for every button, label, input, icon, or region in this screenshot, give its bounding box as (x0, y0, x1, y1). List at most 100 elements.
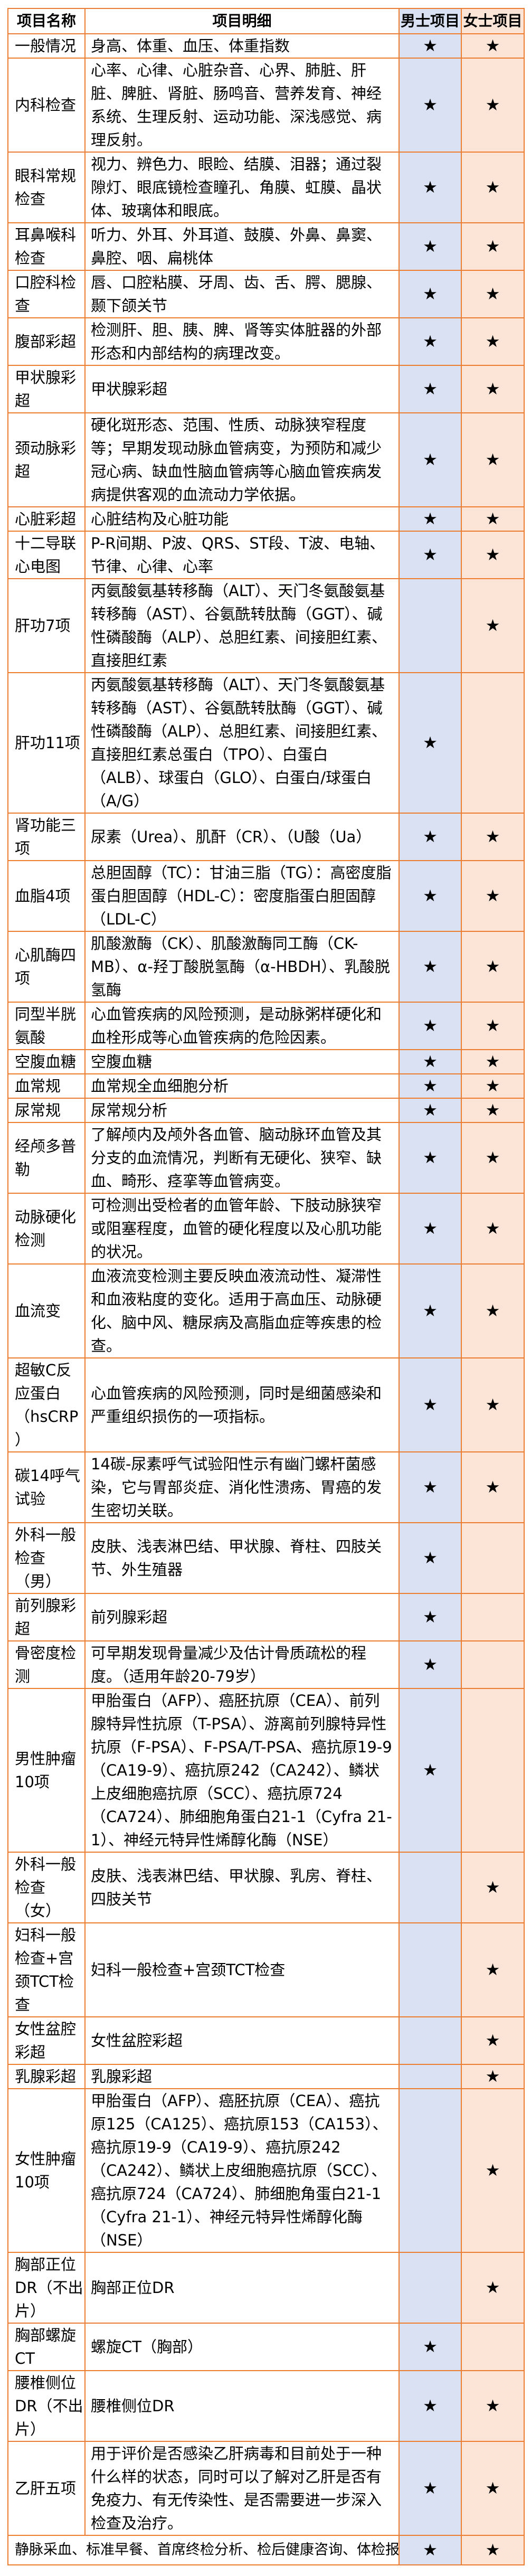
item-name-cell: 一般情况 (7, 33, 86, 59)
female-star-cell: ★ (461, 1002, 525, 1050)
item-detail-cell: 了解颅内及颅外各血管、脑动脉环血管及其分支的血流情况，判断有无硬化、狭窄、缺血、… (84, 1122, 400, 1194)
female-star-cell: ★ (461, 152, 525, 223)
male-star-cell: ★ (399, 1451, 462, 1523)
item-detail-cell: 静脉采血、标准早餐、首席终检分析、检后健康咨询、体检报告 (7, 2535, 400, 2565)
male-star-cell: ★ (399, 1073, 462, 1099)
table-row: 空腹血糖 空腹血糖 ★ ★ (7, 1049, 525, 1074)
table-row: 一般情况 身高、体重、血压、体重指数 ★ ★ (7, 33, 525, 59)
female-star-cell: ★ (461, 33, 525, 59)
male-star-cell (399, 578, 462, 673)
male-star-cell: ★ (399, 152, 462, 223)
male-star-cell (399, 2088, 462, 2253)
item-detail-cell: 身高、体重、血压、体重指数 (84, 33, 400, 59)
male-star-cell: ★ (399, 1098, 462, 1123)
female-star-cell: ★ (461, 531, 525, 579)
female-star-cell: ★ (461, 2370, 525, 2442)
table-row: 男性肿瘤10项 甲胎蛋白（AFP）、癌胚抗原（CEA）、前列腺特异性抗原（T-PS… (7, 1688, 525, 1853)
table-row: 肝功7项 丙氨酸氨基转移酶（ALT）、天门冬氨酸氨基转移酶（AST）、谷氨酰转肽酶… (7, 578, 525, 673)
header-item-name: 项目名称 (7, 8, 86, 34)
female-star-cell: ★ (461, 931, 525, 1003)
item-name-cell: 同型半胱氨酸 (7, 1002, 86, 1050)
header-row: 项目名称 项目明细 男士项目 女士项目 (7, 8, 525, 34)
item-detail-cell: 甲状腺彩超 (84, 365, 400, 413)
header-item-detail: 项目明细 (84, 8, 400, 34)
item-name-cell: 口腔科检查 (7, 270, 86, 318)
item-detail-cell: 尿常规分析 (84, 1098, 400, 1123)
male-star-cell: ★ (399, 2370, 462, 2442)
table-row: 眼科常规检查 视力、辨色力、眼睑、结膜、泪器；通过裂隙灯、眼底镜检查瞳孔、角膜、虹… (7, 152, 525, 223)
item-detail-cell: 空腹血糖 (84, 1049, 400, 1074)
female-star-cell: ★ (461, 1263, 525, 1358)
item-detail-cell: 皮肤、浅表淋巴结、甲状腺、乳房、脊柱、四肢关节 (84, 1852, 400, 1923)
item-name-cell: 血常规 (7, 1073, 86, 1099)
item-detail-cell: 总胆固醇（TC）：甘油三脂（TG）：高密度脂蛋白胆固醇（HDL-C）：密度脂蛋白… (84, 860, 400, 932)
item-name-cell: 妇科一般检查+宫颈TCT检查 (7, 1922, 86, 2017)
female-star-cell (461, 2323, 525, 2371)
item-detail-cell: P-R间期、P波、QRS、ST段、T波、电轴、节律、心律、心率 (84, 531, 400, 579)
female-star-cell: ★ (461, 2088, 525, 2253)
female-star-cell (461, 1688, 525, 1853)
female-star-cell: ★ (461, 2441, 525, 2536)
male-star-cell: ★ (399, 1263, 462, 1358)
female-star-cell: ★ (461, 365, 525, 413)
female-star-cell: ★ (461, 317, 525, 366)
table-row: 碳14呼气试验 14碳-尿素呼气试验阳性示有幽门螺杆菌感染，它与胃部炎症、消化性溃… (7, 1451, 525, 1523)
item-detail-cell: 皮肤、浅表淋巴结、甲状腺、脊柱、四肢关节、外生殖器 (84, 1522, 400, 1594)
table-row: 血流变 血液流变检测主要反映血液流动性、凝滞性和血液粘度的变化。适用于高血压、动脉… (7, 1263, 525, 1358)
table-row: 耳鼻喉科检查 听力、外耳、外耳道、鼓膜、外鼻、鼻窦、鼻腔、咽、扁桃体 ★ ★ (7, 222, 525, 271)
table-row: 外科一般检查（女） 皮肤、浅表淋巴结、甲状腺、乳房、脊柱、四肢关节 ★ (7, 1852, 525, 1923)
female-star-cell: ★ (461, 1122, 525, 1194)
female-star-cell: ★ (461, 2252, 525, 2324)
table-row: 肾功能三项 尿素（Urea）、肌酐（CR）、（U酸（Ua） ★ ★ (7, 813, 525, 861)
item-detail-cell: 14碳-尿素呼气试验阳性示有幽门螺杆菌感染，它与胃部炎症、消化性溃疡、胃癌的发生… (84, 1451, 400, 1523)
female-star-cell: ★ (461, 222, 525, 271)
male-star-cell: ★ (399, 270, 462, 318)
header-male: 男士项目 (399, 8, 462, 34)
item-name-cell: 胸部螺旋CT (7, 2323, 86, 2371)
male-star-cell: ★ (399, 1049, 462, 1074)
table-row: 腹部彩超 检测肝、胆、胰、脾、肾等实体脏器的外部形态和内部结构的病理改变。 ★ ★ (7, 317, 525, 366)
table-row: 肝功11项 丙氨酸氨基转移酶（ALT）、天门冬氨酸氨基转移酶（AST）、谷氨酰转肽… (7, 672, 525, 814)
male-star-cell: ★ (399, 1193, 462, 1265)
table-row: 颈动脉彩超 硬化斑形态、范围、性质、动脉狭窄程度等；早期发现动脉血管病变，为预防和… (7, 412, 525, 507)
item-detail-cell: 心血管疾病的风险预测，同时是细菌感染和严重组织损伤的一项指标。 (84, 1357, 400, 1452)
item-name-cell: 心肌酶四项 (7, 931, 86, 1003)
table-header: 项目名称 项目明细 男士项目 女士项目 (7, 8, 525, 34)
female-star-cell: ★ (461, 1852, 525, 1923)
item-detail-cell: 检测肝、胆、胰、脾、肾等实体脏器的外部形态和内部结构的病理改变。 (84, 317, 400, 366)
male-star-cell (399, 2016, 462, 2065)
table-row: 外科一般检查（男） 皮肤、浅表淋巴结、甲状腺、脊柱、四肢关节、外生殖器 ★ (7, 1522, 525, 1594)
female-star-cell (461, 672, 525, 814)
male-star-cell: ★ (399, 1357, 462, 1452)
female-star-cell (461, 1640, 525, 1689)
table-row: 乳腺彩超 乳腺彩超 ★ (7, 2064, 525, 2089)
item-detail-cell: 视力、辨色力、眼睑、结膜、泪器；通过裂隙灯、眼底镜检查瞳孔、角膜、虹膜、晶状体、… (84, 152, 400, 223)
male-star-cell (399, 1922, 462, 2017)
item-detail-cell: 用于评价是否感染乙肝病毒和目前处于一种什么样的状态，同时可以了解对乙肝是否有免疫… (84, 2441, 400, 2536)
female-star-cell (461, 1522, 525, 1594)
female-star-cell: ★ (461, 1049, 525, 1074)
table-row: 十二导联心电图 P-R间期、P波、QRS、ST段、T波、电轴、节律、心律、心率 ★ ★ (7, 531, 525, 579)
item-name-cell: 血流变 (7, 1263, 86, 1358)
item-detail-cell: 心脏结构及心脏功能 (84, 506, 400, 532)
female-star-cell (461, 1593, 525, 1641)
item-name-cell: 乙肝五项 (7, 2441, 86, 2536)
item-detail-cell: 妇科一般检查+宫颈TCT检查 (84, 1922, 400, 2017)
male-star-cell (399, 2252, 462, 2324)
male-star-cell: ★ (399, 1593, 462, 1641)
table-row: 妇科一般检查+宫颈TCT检查 妇科一般检查+宫颈TCT检查 ★ (7, 1922, 525, 2017)
male-star-cell: ★ (399, 860, 462, 932)
items-tbody: 一般情况 身高、体重、血压、体重指数 ★ ★ 内科检查 心率、心律、心脏杂音、心界、肺脏、… (7, 33, 525, 2565)
item-detail-cell: 硬化斑形态、范围、性质、动脉狭窄程度等；早期发现动脉血管病变，为预防和减少冠心病… (84, 412, 400, 507)
item-name-cell: 胸部正位DR（不出片） (7, 2252, 86, 2324)
item-name-cell: 女性肿瘤10项 (7, 2088, 86, 2253)
item-detail-cell: 可早期发现骨量减少及估计骨质疏松的程度。（适用年龄20-79岁） (84, 1640, 400, 1689)
male-star-cell (399, 1852, 462, 1923)
item-detail-cell: 前列腺彩超 (84, 1593, 400, 1641)
item-name-cell: 十二导联心电图 (7, 531, 86, 579)
item-name-cell: 男性肿瘤10项 (7, 1688, 86, 1853)
item-detail-cell: 乳腺彩超 (84, 2064, 400, 2089)
item-name-cell: 肝功11项 (7, 672, 86, 814)
item-detail-cell: 腰椎侧位DR (84, 2370, 400, 2442)
